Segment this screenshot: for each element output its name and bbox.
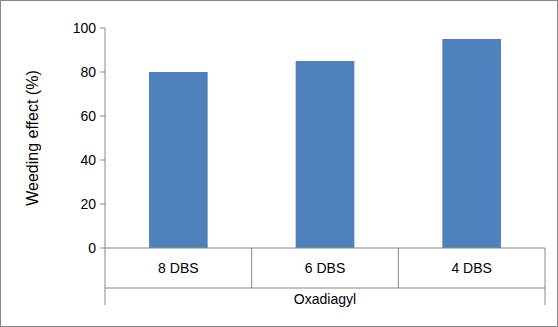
y-tick-label: 100 [73, 20, 97, 36]
y-axis-label: Weeding effect (%) [24, 70, 41, 205]
y-tick-label: 20 [80, 196, 96, 212]
x-separator [545, 248, 546, 305]
y-tick [100, 160, 105, 161]
bars [149, 39, 501, 248]
bar [442, 39, 501, 248]
x-axis-label: Oxadiagyl [294, 291, 356, 307]
chart-frame [1, 1, 558, 327]
x-separator [105, 248, 106, 305]
y-tick-label: 0 [88, 240, 96, 256]
y-tick [100, 72, 105, 73]
bar [149, 72, 208, 248]
group-line [105, 288, 545, 289]
x-tick-label: 6 DBS [305, 260, 345, 276]
bar [296, 61, 355, 248]
y-tick [100, 28, 105, 29]
x-axis [105, 248, 545, 249]
x-separator [398, 248, 399, 288]
y-tick [100, 248, 105, 249]
y-tick-label: 60 [80, 108, 96, 124]
y-tick-label: 40 [80, 152, 96, 168]
y-tick [100, 116, 105, 117]
x-tick-label: 8 DBS [158, 260, 198, 276]
y-tick-label: 80 [80, 64, 96, 80]
x-tick-label: 4 DBS [451, 260, 491, 276]
chart: 0 20 40 60 80 100 8 DBS 6 DBS 4 DBS Oxadiagyl Weed… [0, 0, 558, 327]
y-axis [105, 28, 106, 248]
y-tick [100, 204, 105, 205]
x-separator [251, 248, 252, 288]
